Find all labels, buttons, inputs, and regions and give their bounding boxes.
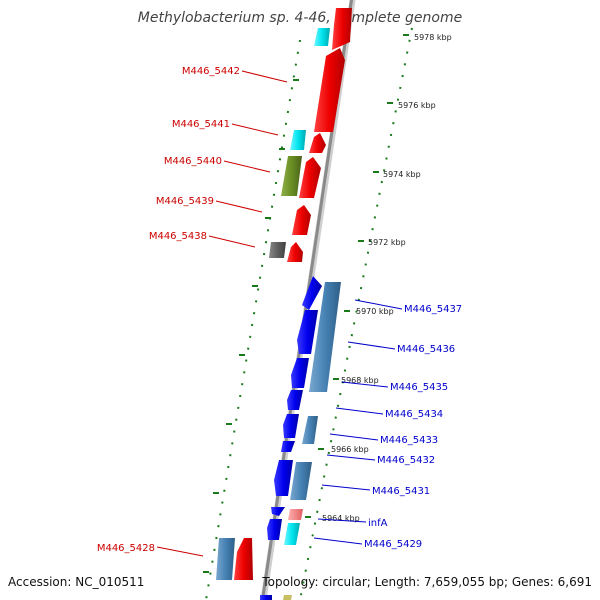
gene-arrow[interactable] <box>271 507 285 516</box>
gene-arrow[interactable] <box>302 276 322 310</box>
gene-arrow[interactable] <box>281 156 302 196</box>
kbp-label: 5972 kbp <box>368 238 406 247</box>
kbp-label: 5970 kbp <box>356 307 394 316</box>
gene-arrow[interactable] <box>299 157 321 198</box>
gene-label[interactable]: M446_5435 <box>390 382 448 393</box>
gene-arrow[interactable] <box>269 242 286 258</box>
kbp-label: 5968 kbp <box>341 376 379 385</box>
gene-arrow[interactable] <box>267 519 282 540</box>
gene-arrow[interactable] <box>292 205 311 235</box>
gene-arrow[interactable] <box>283 414 299 438</box>
gene-arrow[interactable] <box>260 595 272 600</box>
accession-text: Accession: NC_010511 <box>8 575 144 589</box>
kbp-label: 5964 kbp <box>322 514 360 523</box>
map-title: Methylobacterium sp. 4-46, complete geno… <box>138 10 462 26</box>
gene-label[interactable]: M446_5442 <box>182 66 240 77</box>
gene-arrow[interactable] <box>302 416 318 444</box>
gene-arrow[interactable] <box>309 282 341 392</box>
gene-label[interactable]: M446_5438 <box>149 231 207 242</box>
topology-text: Topology: circular; Length: 7,659,055 bp… <box>261 575 592 589</box>
gene-arrow[interactable] <box>332 8 352 50</box>
gene-arrow[interactable] <box>290 130 306 150</box>
gene-arrow[interactable] <box>281 441 295 452</box>
gene-label[interactable]: M446_5428 <box>97 543 155 554</box>
gene-arrow[interactable] <box>314 48 345 132</box>
gene-arrow[interactable] <box>290 462 312 500</box>
gene-label[interactable]: M446_5429 <box>364 539 422 550</box>
gene-arrow[interactable] <box>287 242 303 262</box>
gene-arrow[interactable] <box>274 460 293 496</box>
gene-arrow[interactable] <box>291 358 309 388</box>
gene-arrow[interactable] <box>314 28 330 46</box>
forward-strand-genes <box>234 8 352 600</box>
gene-label[interactable]: M446_5439 <box>156 196 214 207</box>
gene-label[interactable]: M446_5433 <box>380 435 438 446</box>
inner-major-ticks <box>203 79 299 573</box>
gene-arrow[interactable] <box>284 523 300 545</box>
left-gene-labels: M446_5442 M446_5441 M446_5440 M446_5439 … <box>97 66 288 557</box>
gene-label[interactable]: M446_5432 <box>377 455 435 466</box>
kbp-label: 5976 kbp <box>398 101 436 110</box>
gene-label[interactable]: M446_5440 <box>164 156 222 167</box>
gene-arrow[interactable] <box>283 595 292 600</box>
gene-label[interactable]: M446_5431 <box>372 486 430 497</box>
tick-track-outer <box>299 27 413 600</box>
gene-arrow[interactable] <box>297 310 318 354</box>
reverse-strand-genes <box>216 28 330 600</box>
kbp-label: 5978 kbp <box>414 33 452 42</box>
gene-label[interactable]: M446_5441 <box>172 119 230 130</box>
gene-arrow[interactable] <box>309 133 326 153</box>
gene-arrow[interactable] <box>234 538 253 580</box>
gene-arrow[interactable] <box>287 390 303 410</box>
gene-label[interactable]: M446_5434 <box>385 409 443 420</box>
gene-label[interactable]: M446_5436 <box>397 344 455 355</box>
kbp-labels: 5978 kbp 5976 kbp 5974 kbp 5972 kbp 5970… <box>322 33 452 523</box>
gene-arrow[interactable] <box>288 509 303 520</box>
gene-arrow[interactable] <box>216 538 235 580</box>
kbp-label: 5974 kbp <box>383 170 421 179</box>
gene-label[interactable]: infA <box>368 518 388 529</box>
kbp-label: 5966 kbp <box>331 445 369 454</box>
major-ticks <box>305 34 409 518</box>
right-gene-labels: M446_5437 M446_5436 M446_5435 M446_5434 … <box>313 299 462 550</box>
gene-label[interactable]: M446_5437 <box>404 304 462 315</box>
